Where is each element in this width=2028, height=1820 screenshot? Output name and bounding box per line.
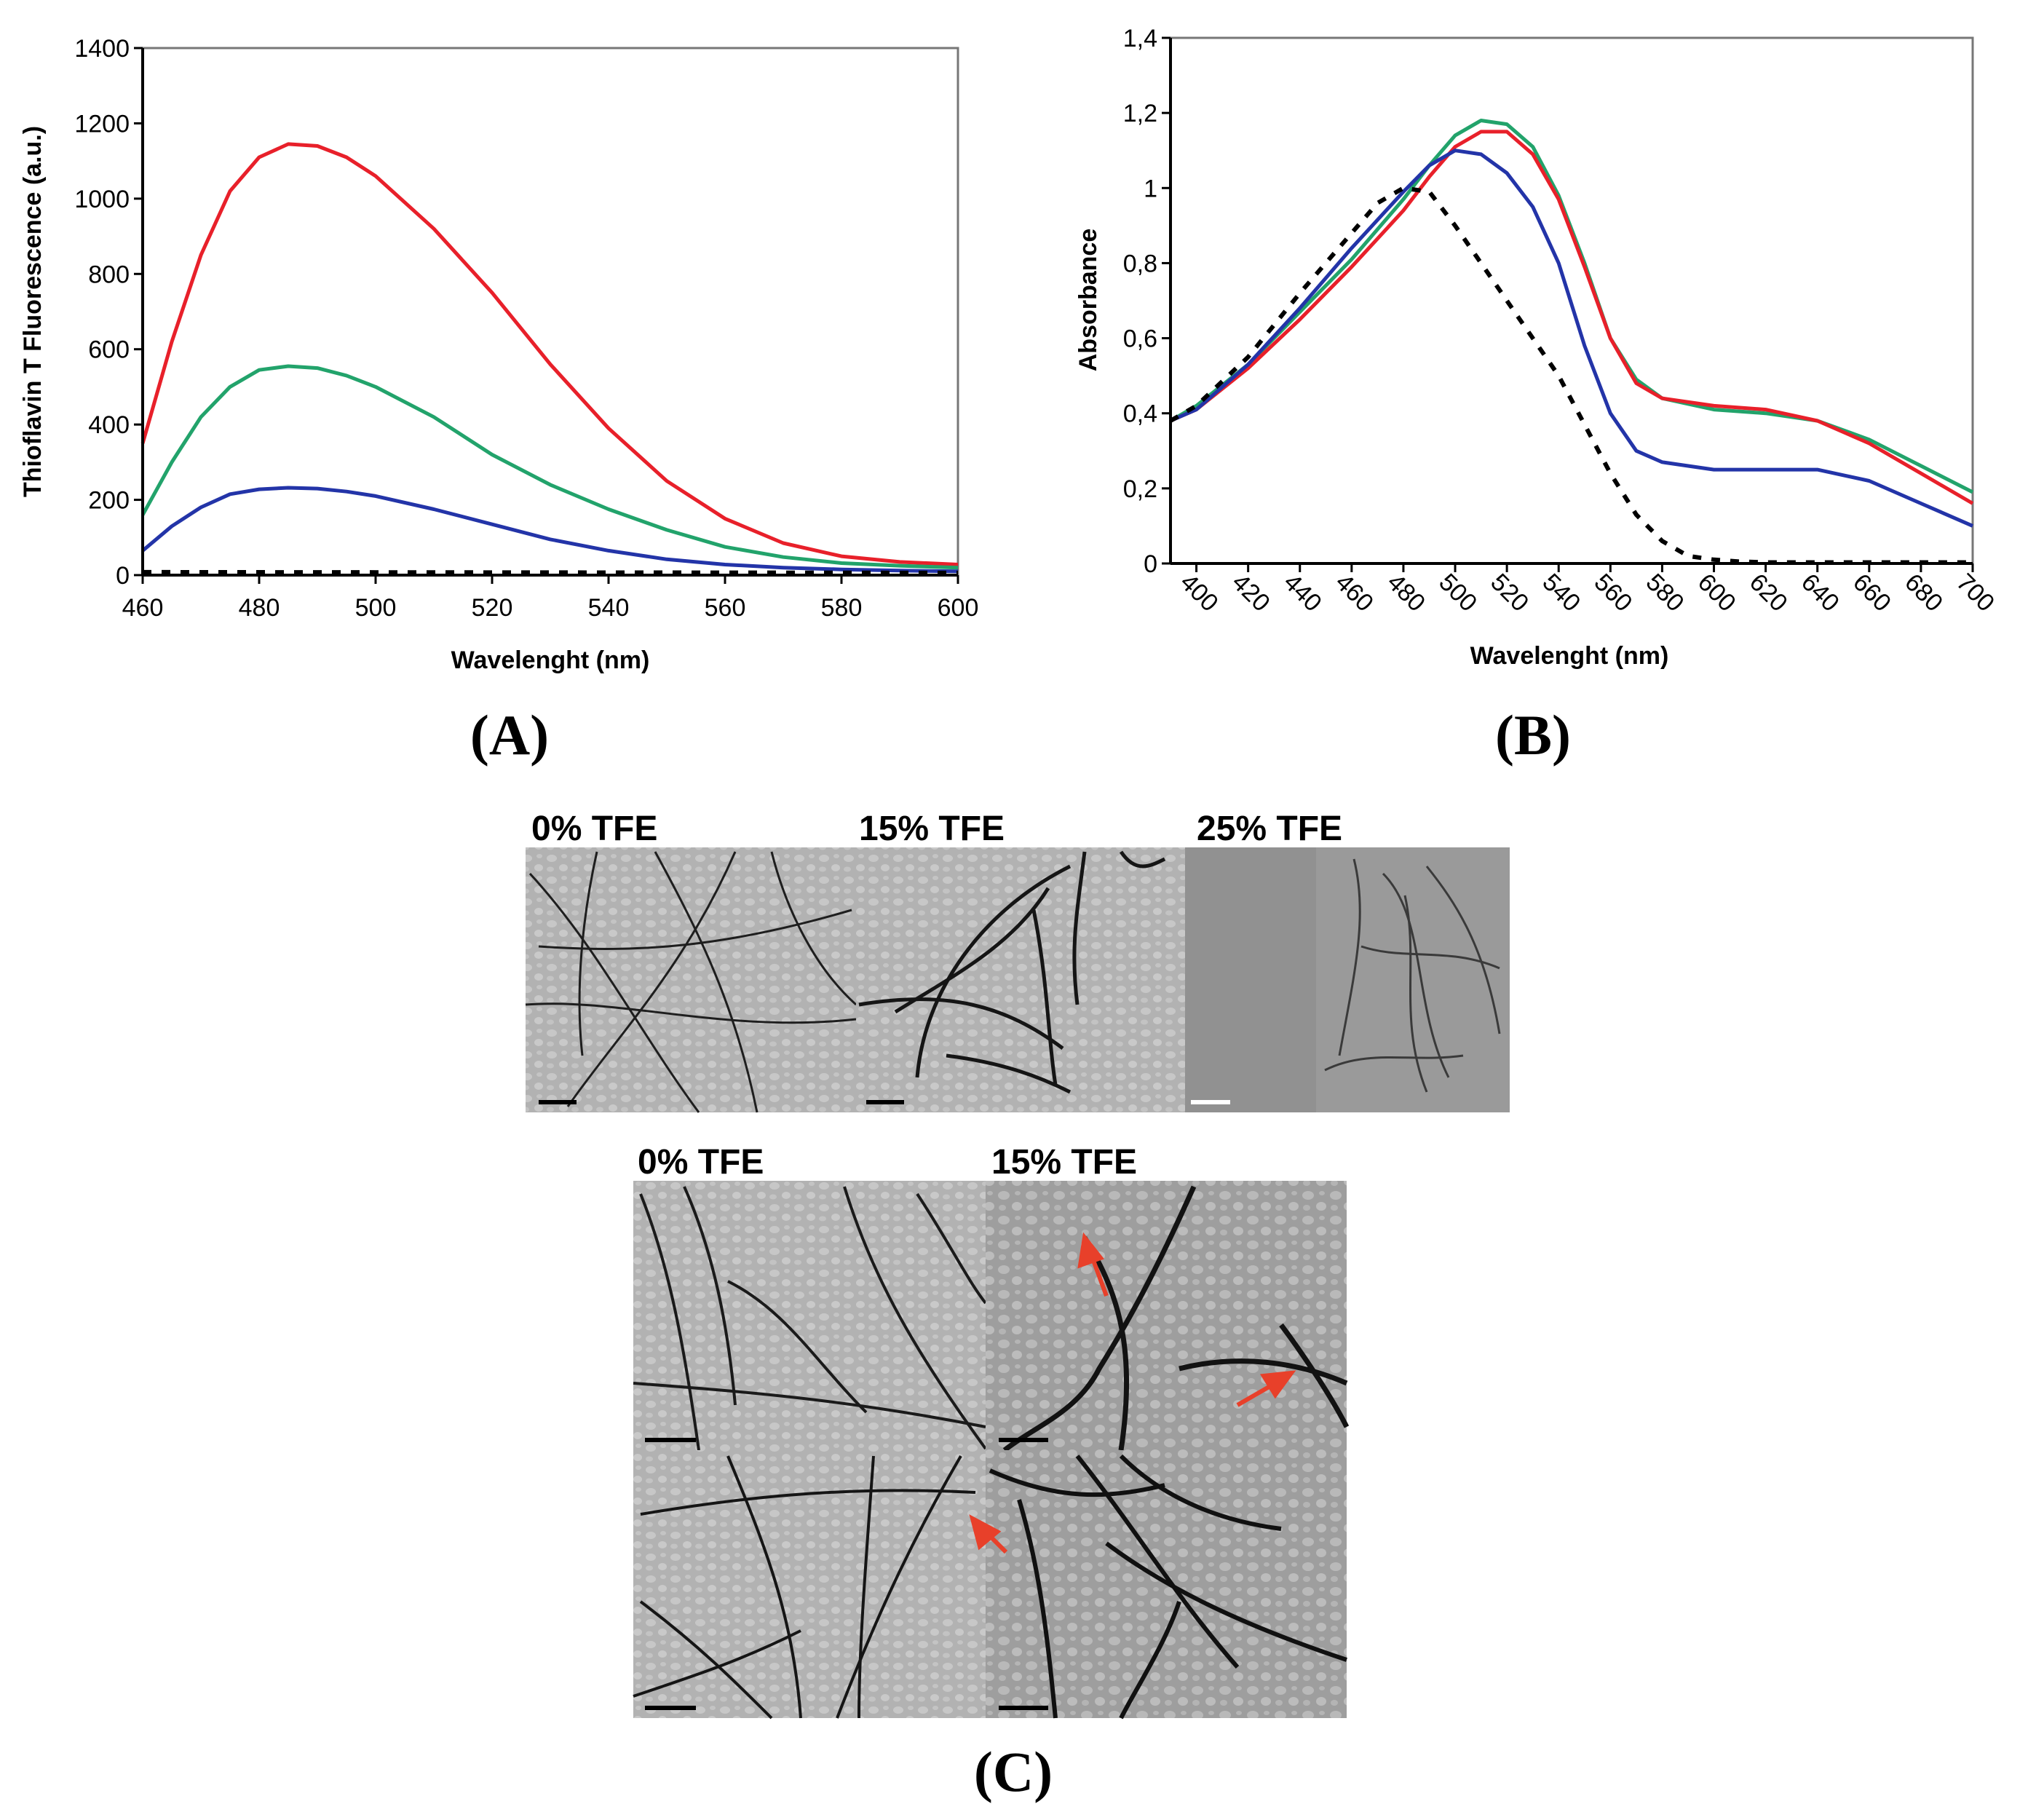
- tem-image-bottom-1: [986, 1181, 1350, 1452]
- chart-a-plot-frame: [141, 47, 959, 577]
- tem-image-bottom-3: [986, 1450, 1347, 1720]
- chart-a-x-tick-label: 580: [821, 594, 863, 622]
- chart-a-y-tick-label: 0: [116, 562, 130, 590]
- chart-b-x-tick-label: 500: [1433, 569, 1482, 617]
- chart-a-series-blue: [141, 486, 959, 574]
- chart-b-x-tick-label: 440: [1278, 569, 1327, 617]
- chart-b-y-tick-label: 1,4: [1123, 25, 1157, 52]
- chart-b-y-label: Absorbance: [1074, 229, 1102, 372]
- chart-b-absorbance: 0 0,2 0,4 0,6 0,8 1 1,2 1,4 400 420 440 460 480 500 52…: [1074, 25, 2000, 767]
- chart-a-y-tick-label: 400: [88, 411, 130, 439]
- chart-a-x-tick-label: 460: [122, 594, 164, 622]
- chart-b-x-tick-label: 660: [1847, 569, 1896, 617]
- chart-b-x-tick-label: 480: [1382, 569, 1430, 617]
- chart-b-y-tick-label: 1: [1144, 175, 1157, 202]
- chart-a-y-tick-label: 600: [88, 336, 130, 364]
- chart-b-y-tick-label: 0,6: [1123, 325, 1157, 353]
- arrow-icon: [1077, 1232, 1109, 1297]
- chart-b-x-tick-label: 680: [1899, 569, 1948, 617]
- chart-a-y-tick-label: 1400: [74, 35, 130, 63]
- tem-image-top-1: [856, 847, 1185, 1112]
- chart-b-x-tick-label: 540: [1537, 569, 1586, 617]
- chart-a-series-green: [140, 364, 959, 570]
- panel-b-label: (B): [1495, 703, 1571, 767]
- tem-image-top-0: [525, 847, 857, 1113]
- chart-a-y-tick-label: 1000: [74, 186, 130, 213]
- chart-a-x-tick-label: 600: [938, 594, 979, 622]
- chart-b-x-tick-label: 640: [1796, 569, 1845, 617]
- chart-b-x-tick-label: 420: [1227, 569, 1275, 617]
- chart-b-series-red: [1170, 130, 1974, 505]
- chart-b-series-blue: [1170, 149, 1973, 528]
- chart-a-y-tick-label: 200: [88, 487, 130, 515]
- chart-b-x-tick-label: 460: [1330, 569, 1379, 617]
- tem-label-top-1: 15% TFE: [859, 810, 1005, 848]
- chart-a-y-tick-label: 800: [88, 261, 130, 288]
- chart-a-x-tick-label: 540: [588, 594, 630, 622]
- chart-b-y-tick-label: 0,4: [1123, 400, 1157, 428]
- chart-b-y-tick-label: 0,8: [1123, 250, 1157, 277]
- chart-a-x-tick-label: 480: [239, 594, 280, 622]
- chart-a-fluorescence: 0 200 400 600 800 1000 1200 1400 460 480 500 520 540…: [19, 35, 978, 767]
- chart-a-x-label: Wavelenght (nm): [451, 646, 650, 674]
- chart-b-y-tick-label: 1,2: [1123, 100, 1157, 127]
- chart-b-x-tick-label: 620: [1744, 569, 1793, 617]
- chart-b-x-tick-label: 400: [1175, 569, 1224, 617]
- chart-a-series-dashed: [142, 569, 959, 575]
- chart-b-x-tick-label: 520: [1485, 569, 1534, 617]
- chart-b-series-dashed: [1169, 186, 1973, 565]
- panel-c-micrographs: 0% TFE 15% TFE 25% TFE: [525, 810, 1510, 1803]
- tem-image-bottom-0: [633, 1181, 987, 1451]
- arrow-icon: [1236, 1370, 1296, 1407]
- tem-label-bottom-1: 15% TFE: [991, 1143, 1137, 1182]
- chart-a-y-tick-label: 1200: [74, 110, 130, 138]
- tem-image-bottom-2: [633, 1450, 986, 1720]
- tem-label-top-0: 0% TFE: [531, 810, 657, 848]
- chart-b-y-tick-label: 0,2: [1123, 475, 1157, 503]
- chart-b-x-tick-label: 580: [1641, 569, 1690, 617]
- chart-b-x-label: Wavelenght (nm): [1470, 642, 1669, 670]
- chart-a-y-label: Thioflavin T Fluorescence (a.u.): [19, 126, 47, 497]
- tem-label-top-2: 25% TFE: [1197, 810, 1342, 848]
- arrow-icon: [969, 1514, 1008, 1554]
- red-arrows: [969, 1232, 1296, 1554]
- chart-a-x-tick-label: 520: [472, 594, 513, 622]
- chart-b-x-tick-label: 560: [1589, 569, 1638, 617]
- tem-label-bottom-0: 0% TFE: [638, 1143, 764, 1182]
- chart-a-x-tick-label: 500: [355, 594, 397, 622]
- panel-a-label: (A): [470, 703, 549, 767]
- chart-a-series-red: [140, 142, 959, 566]
- panel-c-label: (C): [974, 1740, 1053, 1803]
- chart-b-x-tick-label: 600: [1692, 569, 1741, 617]
- tem-image-top-2: [1185, 847, 1510, 1112]
- chart-b-x-tick-label: 700: [1951, 569, 2000, 617]
- chart-b-y-tick-label: 0: [1144, 550, 1157, 578]
- chart-a-x-tick-label: 560: [705, 594, 746, 622]
